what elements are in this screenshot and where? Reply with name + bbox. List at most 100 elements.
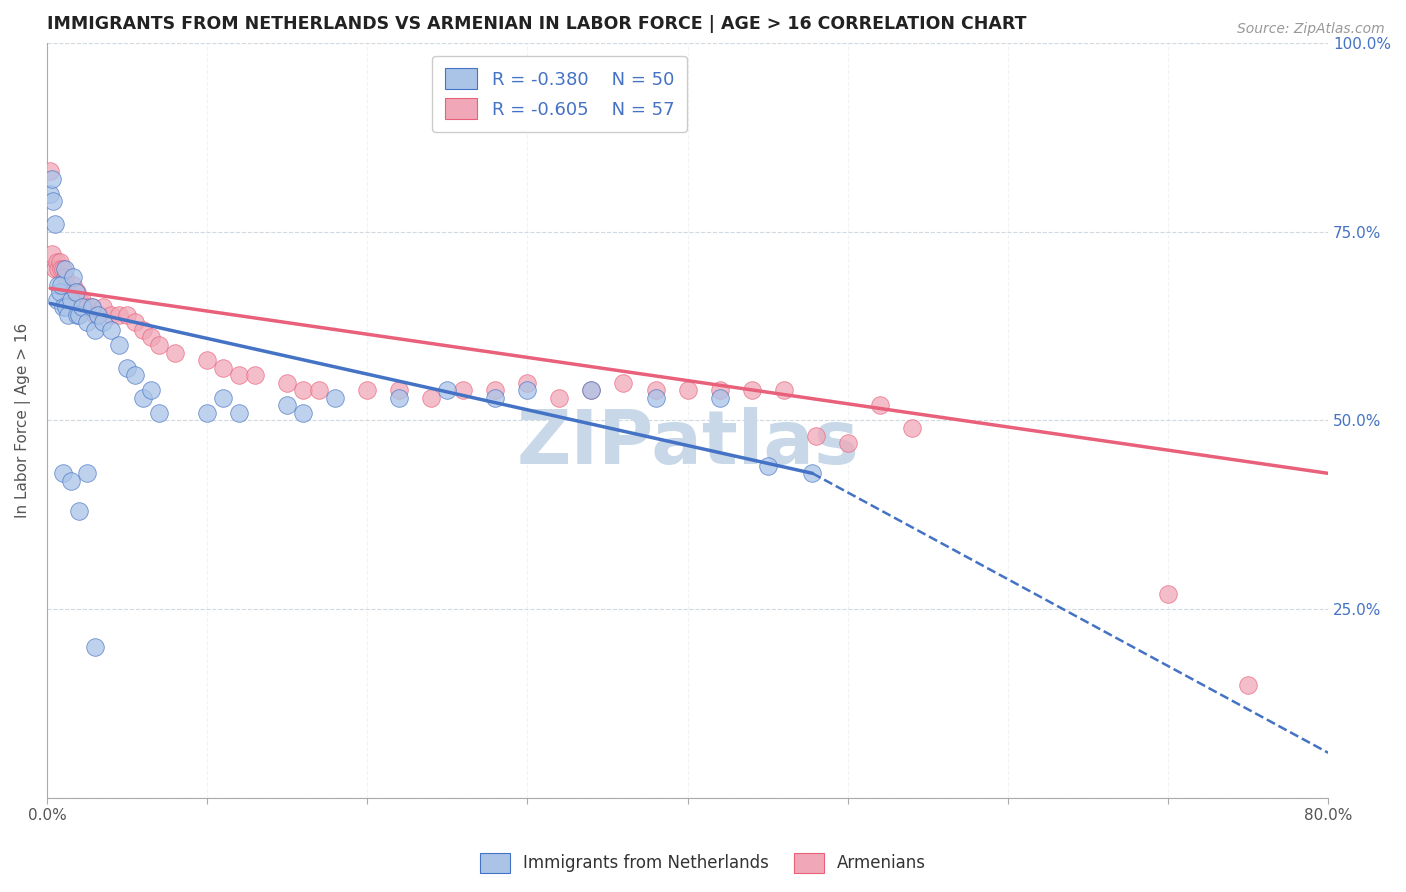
Point bbox=[420, 391, 443, 405]
Point bbox=[45, 255, 67, 269]
Point bbox=[87, 308, 110, 322]
Point bbox=[195, 406, 218, 420]
Point bbox=[124, 368, 146, 383]
Point bbox=[84, 640, 107, 654]
Text: Source: ZipAtlas.com: Source: ZipAtlas.com bbox=[1237, 22, 1385, 37]
Point bbox=[308, 384, 330, 398]
Point bbox=[42, 194, 65, 209]
Point bbox=[436, 384, 458, 398]
Point bbox=[212, 360, 235, 375]
Point bbox=[212, 391, 235, 405]
Point bbox=[52, 300, 75, 314]
Point bbox=[59, 293, 82, 307]
Point bbox=[756, 458, 779, 473]
Point bbox=[228, 368, 250, 383]
Point bbox=[76, 467, 98, 481]
Point bbox=[676, 384, 699, 398]
Point bbox=[46, 277, 69, 292]
Point bbox=[76, 315, 98, 329]
Point bbox=[45, 293, 67, 307]
Text: ZIPatlas: ZIPatlas bbox=[516, 407, 859, 480]
Point bbox=[804, 428, 827, 442]
Point bbox=[292, 406, 315, 420]
Point bbox=[51, 262, 73, 277]
Point bbox=[276, 376, 298, 390]
Point bbox=[49, 255, 72, 269]
Point bbox=[195, 353, 218, 368]
Point bbox=[65, 285, 87, 299]
Point bbox=[44, 262, 66, 277]
Point bbox=[39, 164, 62, 178]
Point bbox=[484, 391, 506, 405]
Point bbox=[148, 338, 170, 352]
Point bbox=[741, 384, 763, 398]
Point bbox=[67, 504, 90, 518]
Point bbox=[709, 391, 731, 405]
Point bbox=[65, 285, 87, 299]
Point bbox=[132, 391, 155, 405]
Point bbox=[356, 384, 378, 398]
Point bbox=[91, 300, 114, 314]
Point bbox=[1237, 678, 1260, 692]
Text: IMMIGRANTS FROM NETHERLANDS VS ARMENIAN IN LABOR FORCE | AGE > 16 CORRELATION CH: IMMIGRANTS FROM NETHERLANDS VS ARMENIAN … bbox=[46, 15, 1026, 33]
Point bbox=[644, 391, 666, 405]
Point bbox=[1157, 587, 1180, 601]
Point bbox=[59, 293, 82, 307]
Point bbox=[108, 338, 131, 352]
Point bbox=[70, 300, 93, 314]
Point bbox=[801, 467, 824, 481]
Y-axis label: In Labor Force | Age > 16: In Labor Force | Age > 16 bbox=[15, 323, 31, 518]
Point bbox=[548, 391, 571, 405]
Point bbox=[709, 384, 731, 398]
Point bbox=[91, 315, 114, 329]
Point bbox=[323, 391, 346, 405]
Point bbox=[869, 398, 891, 412]
Point bbox=[53, 270, 76, 285]
Legend: Immigrants from Netherlands, Armenians: Immigrants from Netherlands, Armenians bbox=[472, 847, 934, 880]
Point bbox=[165, 345, 187, 359]
Point bbox=[52, 467, 75, 481]
Point bbox=[41, 247, 63, 261]
Point bbox=[132, 323, 155, 337]
Point bbox=[243, 368, 266, 383]
Point bbox=[644, 384, 666, 398]
Point bbox=[56, 308, 79, 322]
Point bbox=[388, 391, 411, 405]
Point bbox=[62, 270, 84, 285]
Point bbox=[67, 293, 90, 307]
Point bbox=[581, 384, 603, 398]
Point bbox=[124, 315, 146, 329]
Point bbox=[87, 308, 110, 322]
Point bbox=[900, 421, 922, 435]
Point bbox=[53, 262, 76, 277]
Point bbox=[837, 436, 859, 450]
Point bbox=[148, 406, 170, 420]
Point bbox=[453, 384, 475, 398]
Point bbox=[70, 293, 93, 307]
Point bbox=[55, 277, 77, 292]
Point bbox=[51, 277, 73, 292]
Point bbox=[44, 217, 66, 231]
Point bbox=[516, 376, 538, 390]
Point bbox=[612, 376, 634, 390]
Point bbox=[84, 323, 107, 337]
Point bbox=[292, 384, 315, 398]
Point bbox=[66, 285, 89, 299]
Point bbox=[115, 360, 138, 375]
Point bbox=[388, 384, 411, 398]
Point bbox=[39, 186, 62, 201]
Point bbox=[772, 384, 794, 398]
Legend: R = -0.380    N = 50, R = -0.605    N = 57: R = -0.380 N = 50, R = -0.605 N = 57 bbox=[432, 55, 688, 132]
Point bbox=[49, 285, 72, 299]
Point bbox=[516, 384, 538, 398]
Point bbox=[56, 285, 79, 299]
Point bbox=[100, 323, 122, 337]
Point bbox=[52, 262, 75, 277]
Point bbox=[115, 308, 138, 322]
Point bbox=[59, 474, 82, 488]
Point bbox=[76, 300, 98, 314]
Point bbox=[276, 398, 298, 412]
Point bbox=[108, 308, 131, 322]
Point bbox=[62, 277, 84, 292]
Point bbox=[41, 171, 63, 186]
